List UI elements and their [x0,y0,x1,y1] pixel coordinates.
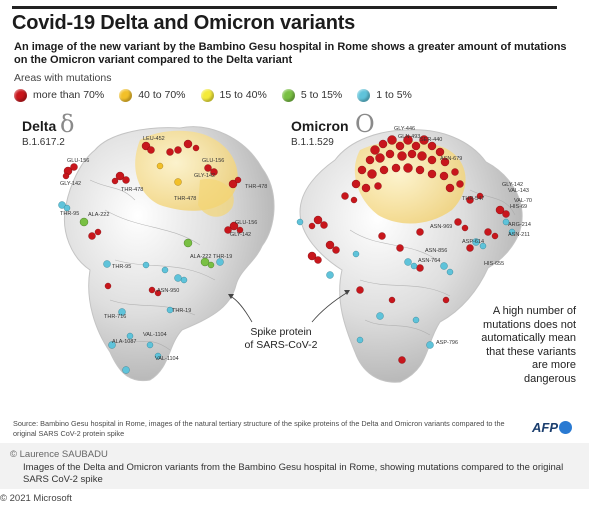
residue-label: THR-95 [60,211,79,217]
yellow-dot-icon [200,88,214,102]
copyright-notice: © 2021 Microsoft [0,493,72,504]
residue-label: THR-19 [172,308,191,314]
residue-label: HIS-655 [484,261,504,267]
spike-label-line-1: Spike protein [250,326,312,338]
legend-label: 1 to 5% [376,89,412,101]
residue-label: ASN-969 [430,224,452,230]
residue-label: GLU-156 [202,158,224,164]
residue-label: THR-547 [462,196,484,202]
green-dot-icon [281,88,295,102]
residue-label: ASP-614 [462,239,484,245]
residue-label: ASN-679 [440,156,462,162]
residue-label: GLU-156 [235,220,257,226]
residue-label: GLY-142 [502,182,523,188]
residue-label: GLY-142 [194,173,215,179]
caption-panel [0,443,589,489]
omicron-code: B.1.1.529 [291,137,334,148]
omicron-title: Omicron [291,118,349,134]
orange-dot-icon [119,88,133,102]
residue-label: VAL-1104 [143,332,167,338]
residue-label: GLY-142 [230,232,251,238]
residue-label: THR-478 [174,196,196,202]
omicron-symbol-icon: O [355,110,375,138]
legend-item-15-to-40: 15 to 40% [200,88,267,102]
residue-label: ASN-764 [418,258,440,264]
legend-heading: Areas with mutations [14,72,112,84]
globe-icon [559,421,572,434]
residue-label: VAL-70 [514,198,532,204]
residue-label: ALA-222 [88,212,109,218]
delta-code: B.1.617.2 [22,137,65,148]
residue-label: SER-440 [420,137,442,143]
residue-label: GLN-493 [398,134,420,140]
residue-label: ASN-211 [508,232,530,238]
arrowhead-icon [228,294,234,299]
protein-illustrations: GLU-156 GLY-142 THR-478 LEU-452 GLU-156 … [58,126,532,383]
residue-label: THR-95 [112,264,131,270]
residue-label: THR-478 [121,187,143,193]
danger-callout: A high number of mutations does not auto… [481,305,576,385]
legend-item-5-to-15: 5 to 15% [281,88,343,102]
legend-item-40-to-70: 40 to 70% [119,88,186,102]
residue-label: GLU-156 [67,158,89,164]
legend-label: more than 70% [33,89,105,101]
cyan-dot-icon [357,88,371,102]
arrowhead-icon [344,290,350,295]
delta-spike-protein: GLU-156 GLY-142 THR-478 LEU-452 GLU-156 … [58,126,275,382]
delta-title: Delta [22,118,57,134]
residue-label: GLY-446 [394,126,415,132]
residue-label: VAL-1104 [155,356,179,362]
top-rule [12,6,557,9]
legend-label: 5 to 15% [300,89,343,101]
legend-item-1-to-5: 1 to 5% [357,88,412,102]
legend-label: 40 to 70% [138,89,186,101]
source-note: Source: Bambino Gesu hospital in Rome, i… [13,419,505,438]
afp-logo: AFP [532,420,572,435]
page-subtitle: An image of the new variant by the Bambi… [14,41,567,66]
residue-label: ASN-856 [425,248,447,254]
residue-label: THR-478 [245,184,267,190]
delta-yellow-region-2 [198,179,234,217]
omicron-protein-body [299,129,523,383]
spike-label-line-2: of SARS-CoV-2 [244,339,318,351]
residue-label: LEU-452 [143,136,165,142]
spike-pointer-lines [229,291,349,323]
residue-label: ARG-214 [508,222,531,228]
photo-credit: © Laurence SAUBADU [10,449,108,460]
afp-wordmark: AFP [532,420,558,435]
residue-label: ASN-950 [157,288,179,294]
residue-label: ALA-222 [190,254,211,260]
omicron-spike-protein: GLY-446 GLN-493 SER-440 ASN-679 GLY-142 … [296,126,532,383]
residue-label: THR-19 [213,254,232,260]
residue-label: ALA-1087 [112,339,136,345]
legend: more than 70% 40 to 70% 15 to 40% 5 to 1… [14,87,427,103]
residue-label: HIS-69 [510,204,527,210]
residue-label: ASP-796 [436,340,458,346]
page-title: Covid-19 Delta and Omicron variants [12,12,356,34]
delta-symbol-icon: δ [60,110,75,138]
residue-label: GLY-142 [60,181,81,187]
spike-protein-label: Spike protein of SARS-CoV-2 [244,326,318,352]
image-caption: Images of the Delta and Omicron variants… [23,462,564,485]
legend-label: 15 to 40% [219,89,267,101]
residue-label: THR-716 [104,314,126,320]
residue-label: VAL-143 [508,188,529,194]
red-dot-icon [14,88,27,102]
legend-item-more-than-70: more than 70% [14,88,105,102]
